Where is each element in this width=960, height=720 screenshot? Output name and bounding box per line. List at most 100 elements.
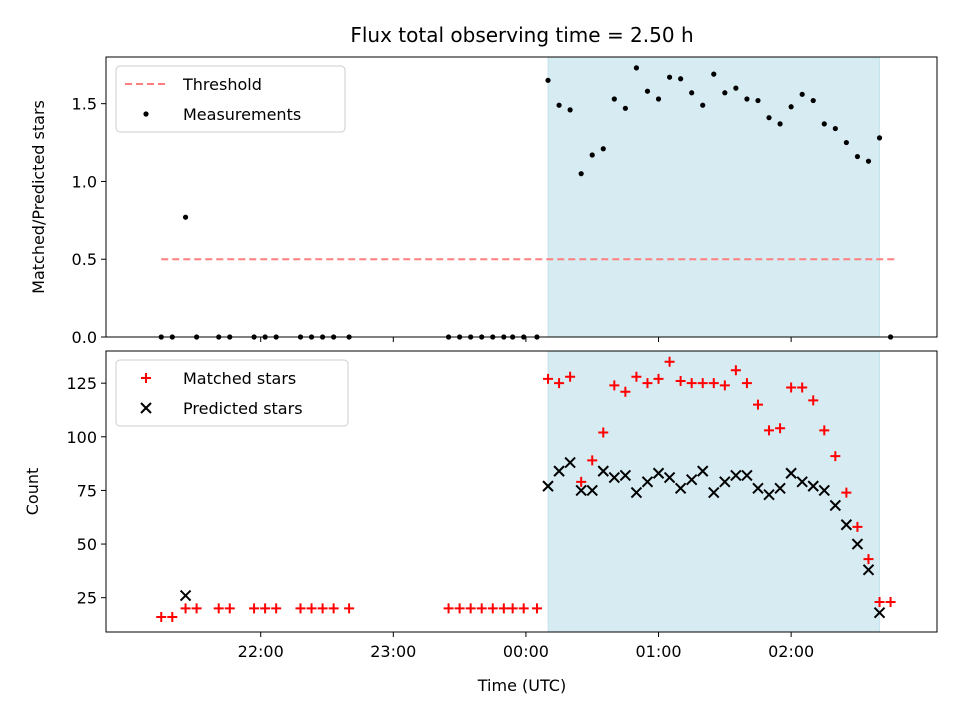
matched-star-point <box>271 603 282 614</box>
y-tick-label: 75 <box>77 481 97 500</box>
legend-box <box>115 65 346 133</box>
x-tick-label: 00:00 <box>503 642 549 661</box>
y-tick-label: 1.5 <box>72 95 97 114</box>
predicted-star-point <box>608 471 621 484</box>
matched-star-point <box>830 451 841 462</box>
predicted-star-point <box>685 473 698 486</box>
matched-star-point <box>863 554 874 565</box>
matched-star-point <box>507 603 518 614</box>
legend-matched-marker <box>141 373 151 383</box>
matched-star-point <box>249 603 260 614</box>
matched-star-point <box>317 603 328 614</box>
matched-star-point <box>454 603 465 614</box>
matched-star-point <box>191 603 202 614</box>
measurement-point <box>744 96 750 102</box>
matched-star-point <box>642 378 653 389</box>
y-tick-label: 1.0 <box>72 172 97 191</box>
measurement-point <box>711 71 717 77</box>
y-tick-label: 25 <box>77 589 97 608</box>
predicted-star-point <box>597 465 609 477</box>
y-tick-label: 50 <box>77 535 97 554</box>
measurement-point <box>578 171 584 177</box>
measurement-point <box>622 105 628 111</box>
matched-star-point <box>295 603 306 614</box>
predicted-star-point <box>741 469 753 482</box>
predicted-star-point <box>730 469 742 482</box>
matched-star-point <box>565 371 576 382</box>
predicted-star-point <box>652 467 665 479</box>
y-tick-label: 100 <box>66 428 97 447</box>
matched-star-point <box>852 521 863 532</box>
matched-star-point <box>554 378 565 389</box>
matched-star-point <box>543 373 554 384</box>
measurement-point <box>777 121 783 127</box>
measurement-point <box>556 102 562 108</box>
matched-star-point <box>443 603 454 614</box>
matched-star-point <box>786 382 797 393</box>
predicted-star-point <box>796 476 808 488</box>
matched-star-point <box>708 378 719 389</box>
matched-star-point <box>587 455 598 466</box>
matched-star-point <box>752 399 763 410</box>
matched-star-point <box>609 380 620 391</box>
x-tick-label: 01:00 <box>635 642 681 661</box>
matched-star-point <box>180 603 191 614</box>
predicted-star-point <box>619 469 632 482</box>
plot-frame <box>105 56 938 338</box>
chart-title: Flux total observing time = 2.50 h <box>350 23 693 47</box>
predicted-star-point <box>840 519 853 531</box>
predicted-star-point <box>564 456 576 469</box>
matched-star-point <box>874 596 885 607</box>
measurement-point <box>810 97 816 104</box>
matched-star-point <box>167 611 178 622</box>
y-axis-label: Matched/Predicted stars <box>29 100 48 294</box>
matched-star-point <box>664 356 675 367</box>
matched-star-point <box>885 596 896 607</box>
matched-star-point <box>686 378 697 389</box>
predicted-star-point <box>708 486 720 499</box>
predicted-star-point <box>663 471 676 484</box>
top-panel: 0.0 0.5 1.0 1.5 Matched/Predicted stars Thres… <box>29 56 938 347</box>
matched-star-point <box>531 603 542 614</box>
matched-star-point <box>741 378 752 389</box>
measurement-point <box>689 90 695 96</box>
matched-star-point <box>224 603 235 614</box>
matched-star-point <box>719 380 730 391</box>
measurement-point <box>678 76 684 82</box>
measurement-point <box>755 97 761 104</box>
matched-star-point <box>518 603 529 614</box>
predicted-star-point <box>851 538 864 550</box>
matched-star-point <box>306 603 317 614</box>
predicted-star-point <box>697 465 709 477</box>
x-tick-label: 23:00 <box>370 642 416 661</box>
matched-star-point <box>498 603 509 614</box>
measurement-point <box>655 96 662 102</box>
matched-star-point <box>653 373 664 384</box>
measurement-point <box>644 88 651 94</box>
predicted-star-point <box>179 589 192 602</box>
matched-star-point <box>697 378 708 389</box>
matched-star-point <box>476 603 487 614</box>
matched-star-point <box>797 382 808 393</box>
matched-star-point <box>808 395 819 406</box>
predicted-star-point <box>829 499 842 512</box>
matched-star-point <box>620 386 631 397</box>
measurement-point <box>843 139 849 146</box>
predicted-star-point <box>807 480 819 492</box>
measurement-point <box>722 90 728 96</box>
y-tick-label: 0.5 <box>72 250 97 269</box>
measurement-point <box>788 104 794 110</box>
legend-label: Threshold <box>182 75 262 94</box>
legend-label: Predicted stars <box>183 399 303 418</box>
predicted-star-point <box>774 482 786 494</box>
measurement-point <box>766 115 772 121</box>
predicted-star-point <box>575 484 587 497</box>
predicted-star-point <box>630 486 643 499</box>
measurement-point <box>545 77 551 83</box>
measurement-point <box>799 91 805 97</box>
matched-star-point <box>775 423 786 434</box>
matched-star-point <box>675 376 686 387</box>
legend-measurement-marker <box>143 111 149 117</box>
predicted-star-point <box>719 476 731 488</box>
predicted-star-point <box>542 480 554 492</box>
